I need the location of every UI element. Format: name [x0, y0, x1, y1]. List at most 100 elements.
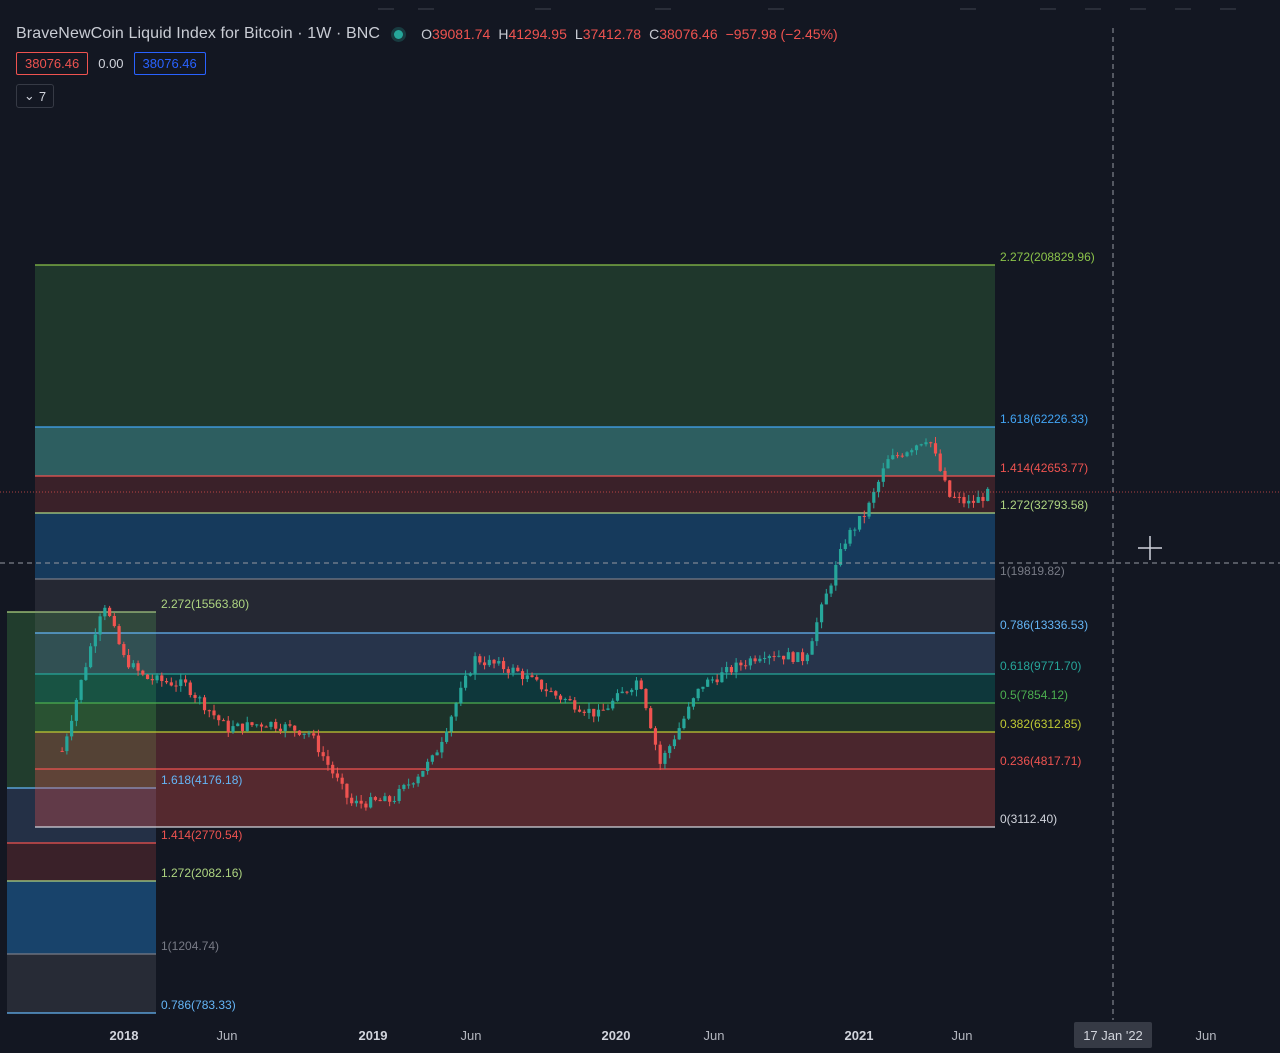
candle[interactable] [568, 695, 572, 701]
candle[interactable] [744, 660, 748, 670]
toolbar-icon[interactable] [1175, 0, 1191, 10]
candle[interactable] [530, 672, 534, 678]
candle[interactable] [250, 721, 254, 727]
candle[interactable] [891, 448, 895, 460]
candle[interactable] [354, 795, 359, 807]
candle[interactable] [658, 741, 662, 770]
candle[interactable] [668, 744, 672, 759]
candle[interactable] [122, 641, 126, 658]
candle[interactable] [639, 678, 643, 690]
candle[interactable] [819, 602, 824, 629]
time-axis[interactable]: 2018 Jun 2019 Jun 2020 Jun 2021 Jun Jun [0, 1020, 1280, 1053]
candle[interactable] [867, 501, 871, 519]
candle[interactable] [278, 723, 283, 735]
candle[interactable] [520, 668, 525, 686]
candle[interactable] [715, 674, 719, 686]
candle[interactable] [497, 657, 501, 666]
candle[interactable] [74, 698, 78, 727]
toolbar-icon[interactable] [1040, 0, 1056, 10]
candle[interactable] [525, 669, 529, 683]
candle[interactable] [264, 725, 268, 728]
candle[interactable] [506, 666, 510, 679]
candle[interactable] [663, 750, 667, 769]
candle[interactable] [312, 729, 316, 739]
candle[interactable] [763, 651, 767, 663]
candle[interactable] [986, 487, 990, 502]
candle[interactable] [155, 673, 159, 684]
candle[interactable] [516, 665, 520, 672]
candle[interactable] [407, 778, 411, 789]
candle[interactable] [843, 539, 847, 552]
candle[interactable] [701, 686, 705, 692]
candle[interactable] [345, 783, 349, 805]
candle[interactable] [231, 720, 235, 734]
candle[interactable] [459, 681, 463, 707]
candle[interactable] [217, 714, 221, 726]
candle[interactable] [435, 749, 439, 756]
candle[interactable] [848, 527, 852, 547]
candle[interactable] [886, 455, 890, 469]
candle[interactable] [326, 749, 330, 771]
candle[interactable] [198, 695, 202, 705]
candle[interactable] [620, 687, 624, 694]
candle[interactable] [440, 737, 444, 759]
candle[interactable] [179, 673, 183, 692]
candle[interactable] [511, 664, 515, 677]
candle[interactable] [810, 637, 814, 655]
candle[interactable] [587, 702, 591, 719]
candle[interactable] [800, 648, 805, 666]
candle[interactable] [943, 467, 947, 483]
candle[interactable] [734, 658, 738, 679]
candle[interactable] [644, 688, 648, 711]
candle[interactable] [207, 709, 211, 718]
candle[interactable] [150, 674, 154, 685]
candle[interactable] [596, 704, 601, 722]
candle[interactable] [758, 655, 762, 663]
candle[interactable] [948, 479, 952, 498]
candle[interactable] [772, 651, 776, 662]
candle[interactable] [905, 451, 909, 458]
candle[interactable] [710, 676, 715, 684]
candle[interactable] [98, 613, 102, 642]
candle[interactable] [611, 698, 615, 711]
candle[interactable] [60, 747, 64, 752]
candle[interactable] [725, 661, 729, 679]
candle[interactable] [93, 628, 97, 653]
candle[interactable] [70, 715, 74, 741]
candle[interactable] [829, 583, 833, 597]
candle[interactable] [625, 690, 629, 695]
candle[interactable] [350, 793, 354, 806]
candle[interactable] [910, 448, 914, 456]
candle[interactable] [720, 667, 724, 683]
candle[interactable] [615, 689, 620, 702]
candle[interactable] [706, 677, 710, 687]
candle[interactable] [293, 725, 297, 737]
candle[interactable] [188, 680, 192, 698]
candle[interactable] [601, 703, 605, 711]
candle[interactable] [397, 785, 401, 804]
candle[interactable] [544, 683, 548, 697]
toolbar-icon[interactable] [535, 0, 551, 10]
candle[interactable] [582, 709, 586, 716]
candle[interactable] [359, 795, 363, 809]
candle[interactable] [577, 705, 582, 713]
candle[interactable] [815, 617, 819, 646]
candle[interactable] [79, 679, 83, 704]
candle[interactable] [473, 652, 477, 680]
candle[interactable] [245, 716, 249, 732]
candle[interactable] [777, 650, 781, 658]
candle[interactable] [145, 674, 150, 680]
candle[interactable] [729, 665, 733, 675]
candle[interactable] [202, 694, 207, 715]
toolbar-icon[interactable] [1130, 0, 1146, 10]
candle[interactable] [212, 704, 216, 720]
candle[interactable] [421, 770, 425, 778]
candle[interactable] [444, 727, 449, 744]
candle[interactable] [672, 735, 677, 750]
toolbar-icon[interactable] [768, 0, 784, 10]
candle[interactable] [126, 649, 131, 669]
candle[interactable] [316, 729, 321, 757]
candle[interactable] [426, 758, 430, 775]
candle[interactable] [226, 716, 230, 737]
